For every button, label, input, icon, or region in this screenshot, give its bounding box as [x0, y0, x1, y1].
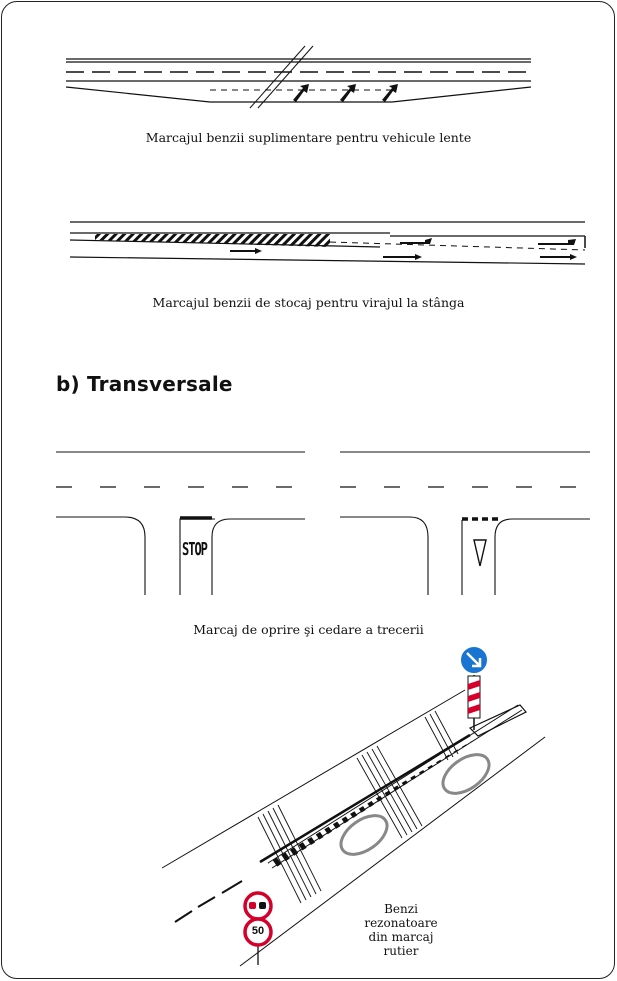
- rumble-strips-note: Benzi rezonatoare din marcaj rutier: [356, 902, 446, 958]
- rumble-note-line-1: Benzi: [384, 902, 418, 916]
- slow-lane-diagram: [65, 45, 532, 109]
- rumble-group-1: [257, 804, 322, 904]
- rumble-group-3: [424, 710, 459, 761]
- caption-left-turn: Marcajul benzii de stocaj pentru virajul…: [152, 295, 465, 310]
- rumble-strips-diagram: [161, 645, 546, 967]
- stop-road-text: STOP: [182, 538, 208, 560]
- caption-slow-lane: Marcajul benzii suplimentare pentru vehi…: [145, 130, 472, 145]
- rumble-note-line-2: rezonatoare: [364, 916, 438, 930]
- speed-limit-value: 50: [251, 925, 265, 937]
- left-turn-diagram: [69, 221, 586, 265]
- rumble-group-2: [356, 745, 423, 839]
- caption-stop-yield: Marcaj de oprire şi cedare a trecerii: [193, 622, 424, 637]
- lane-arrows: [293, 84, 398, 102]
- section-heading: b) Transversale: [56, 372, 233, 396]
- stop-yield-diagram: [56, 451, 590, 595]
- prohibition-signs: [243, 891, 273, 965]
- turn-arrows: [230, 238, 577, 260]
- keep-right-sign: [459, 645, 489, 730]
- rumble-note-line-3: din marcaj rutier: [368, 930, 434, 958]
